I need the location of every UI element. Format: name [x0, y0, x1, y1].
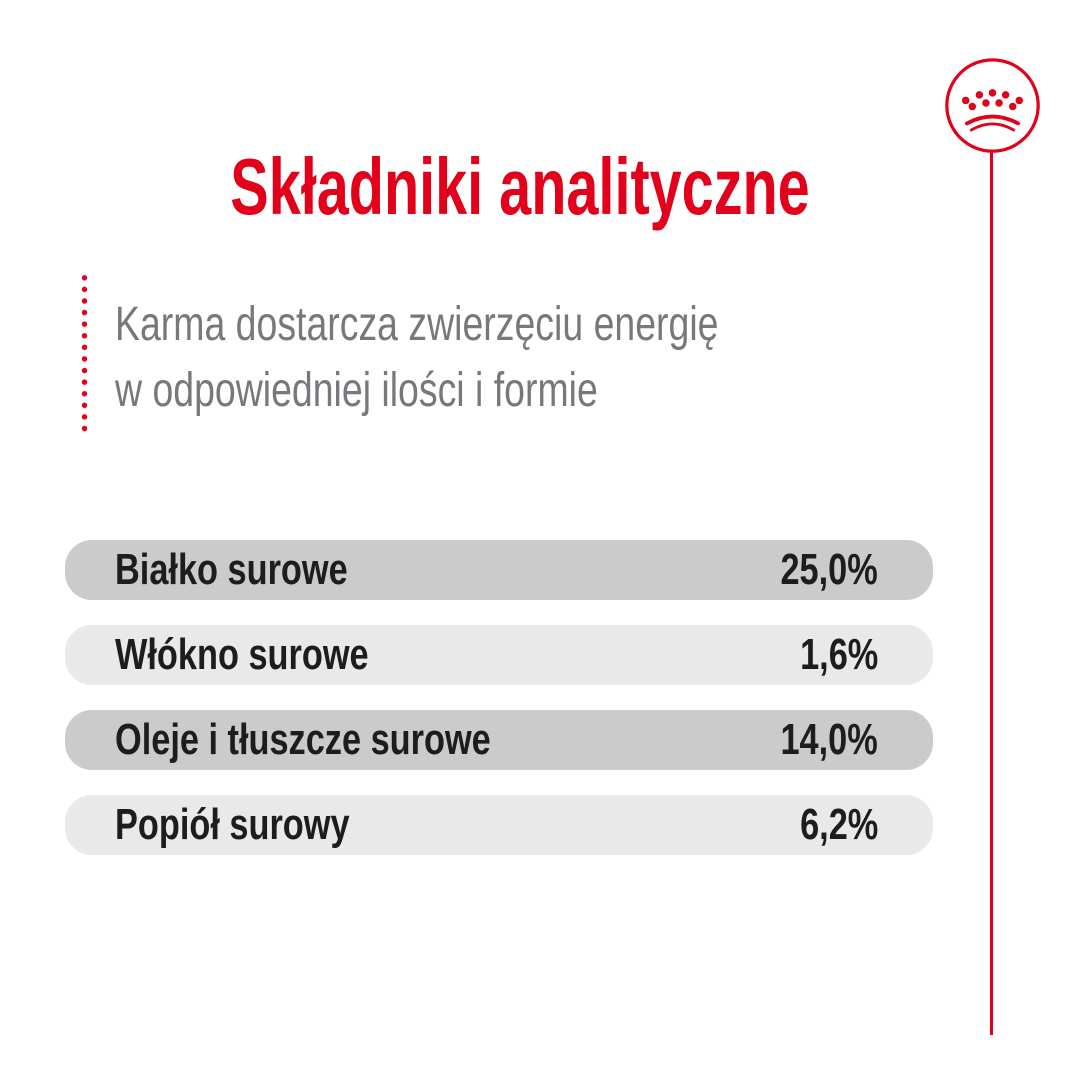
row-value: 14,0% [780, 715, 878, 764]
row-label: Białko surowe [115, 545, 348, 594]
dotted-accent-line [80, 272, 89, 435]
intro-line-1: Karma dostarcza zwierzęciu energię [115, 298, 719, 351]
table-row: Włókno surowe 1,6% [65, 625, 933, 685]
page-title: Składniki analityczne [230, 141, 810, 231]
row-value: 6,2% [799, 800, 878, 849]
row-label: Włókno surowe [115, 630, 369, 679]
analytical-components-table: Białko surowe 25,0% Włókno surowe 1,6% O… [65, 540, 933, 880]
vertical-accent-line [990, 152, 993, 1035]
row-label: Oleje i tłuszcze surowe [115, 715, 491, 764]
table-row: Białko surowe 25,0% [65, 540, 933, 600]
table-row: Oleje i tłuszcze surowe 14,0% [65, 710, 933, 770]
crown-icon [945, 58, 1040, 153]
row-value: 25,0% [780, 545, 878, 594]
row-label: Popiół surowy [115, 800, 350, 849]
royal-canin-logo [944, 57, 1041, 154]
intro-text: Karma dostarcza zwierzęciu energię w odp… [115, 292, 718, 424]
row-value: 1,6% [799, 630, 878, 679]
table-row: Popiół surowy 6,2% [65, 795, 933, 855]
intro-line-2: w odpowiedniej ilości i formie [115, 364, 598, 417]
